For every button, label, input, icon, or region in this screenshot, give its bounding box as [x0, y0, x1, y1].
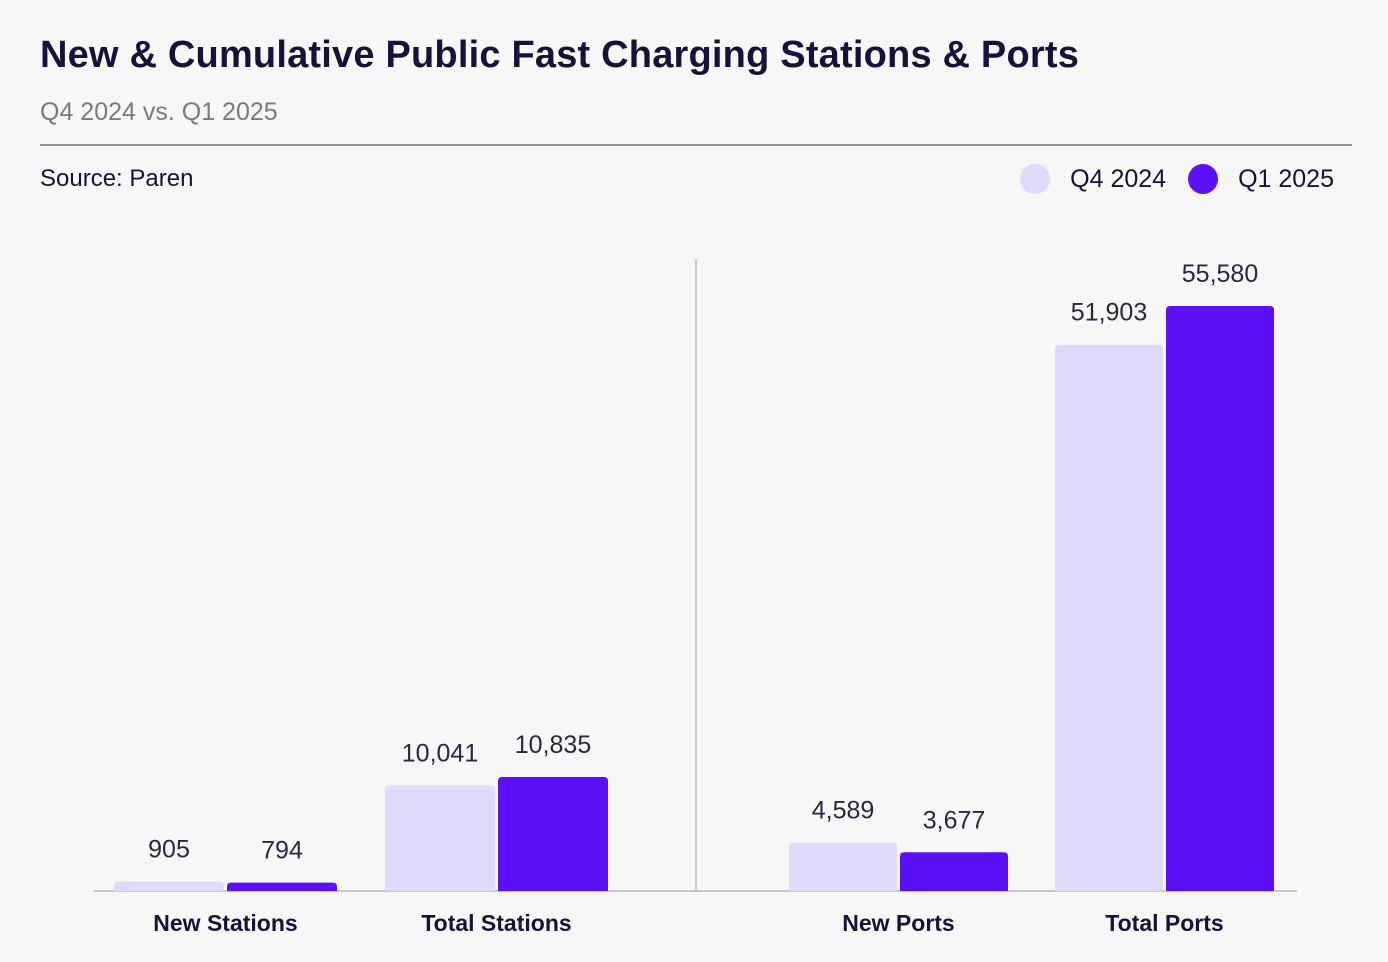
bar-value-label-new-stations-q4-2024: 905 — [148, 835, 190, 863]
legend-item-q1-2025: Q1 2025 — [1188, 164, 1334, 194]
bar-value-label-new-stations-q1-2025: 794 — [261, 837, 303, 865]
chart-legend: Q4 2024 Q1 2025 — [1020, 164, 1334, 194]
bar-new-ports-q4-2024 — [789, 842, 897, 891]
category-label-total-ports: Total Ports — [1105, 910, 1223, 936]
bar-new-stations-q1-2025 — [227, 882, 337, 891]
bar-value-label-total-ports-q1-2025: 55,580 — [1182, 260, 1258, 288]
bar-total-stations-q4-2024 — [385, 785, 495, 891]
bar-value-label-new-ports-q4-2024: 4,589 — [812, 797, 875, 825]
bar-value-label-total-stations-q4-2024: 10,041 — [402, 739, 478, 767]
chart-title: New & Cumulative Public Fast Charging St… — [40, 34, 1080, 76]
category-label-new-stations: New Stations — [153, 910, 297, 936]
bar-new-ports-q1-2025 — [900, 852, 1008, 891]
bar-value-label-total-stations-q1-2025: 10,835 — [515, 731, 591, 759]
chart-source: Source: Paren — [40, 165, 194, 192]
legend-swatch-q1-2025 — [1188, 164, 1219, 194]
category-label-new-ports: New Ports — [842, 910, 954, 936]
bar-new-stations-q4-2024 — [114, 881, 224, 891]
bar-value-label-total-ports-q4-2024: 51,903 — [1071, 299, 1147, 327]
header-divider — [40, 144, 1352, 146]
legend-swatch-q4-2024 — [1020, 164, 1051, 194]
legend-label-q4-2024: Q4 2024 — [1070, 164, 1167, 193]
chart-subtitle: Q4 2024 vs. Q1 2025 — [40, 98, 278, 126]
bar-total-ports-q1-2025 — [1166, 306, 1274, 891]
bar-total-ports-q4-2024 — [1055, 344, 1163, 891]
legend-item-q4-2024: Q4 2024 — [1020, 164, 1166, 194]
bar-total-stations-q1-2025 — [498, 776, 608, 891]
category-label-total-stations: Total Stations — [421, 910, 571, 936]
bar-value-label-new-ports-q1-2025: 3,677 — [923, 806, 986, 834]
legend-label-q1-2025: Q1 2025 — [1238, 164, 1334, 193]
